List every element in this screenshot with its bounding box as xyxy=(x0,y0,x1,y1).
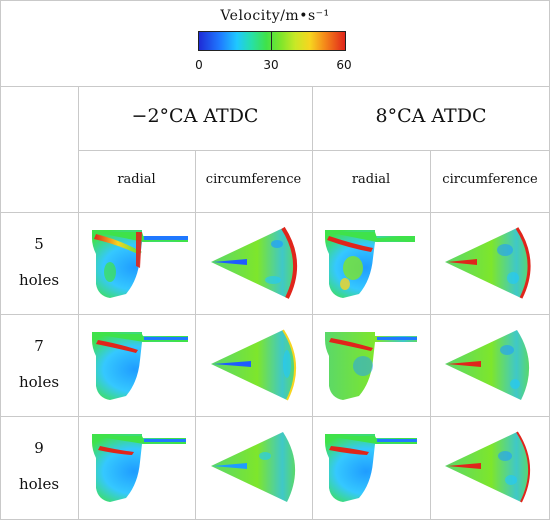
circumference-5holes-minus2 xyxy=(211,226,298,299)
circumference-9holes-minus2 xyxy=(211,432,296,502)
circumference-7holes-minus2 xyxy=(211,329,297,401)
row-label-unit: holes xyxy=(18,271,60,289)
header-8-ca: 8°CA ATDC xyxy=(375,105,487,127)
circumference-5holes-8ca xyxy=(445,227,531,299)
row-label-unit: holes xyxy=(18,373,60,391)
grid-line xyxy=(195,150,196,520)
row-label-number: 7 xyxy=(34,337,44,355)
radial-9holes-minus2 xyxy=(92,434,186,502)
grid-line xyxy=(0,519,550,520)
circumference-7holes-8ca xyxy=(445,330,530,400)
colorbar-mid-marker xyxy=(271,32,272,50)
radial-7holes-8ca xyxy=(325,332,417,400)
row-label-unit: holes xyxy=(18,475,60,493)
grid-line xyxy=(0,212,550,213)
colorbar xyxy=(198,31,346,51)
grid-line xyxy=(312,86,313,520)
grid-line xyxy=(0,416,550,417)
row-label-7-holes: 7 holes xyxy=(0,334,78,394)
colorbar-tick-0: 0 xyxy=(195,58,203,72)
header-minus2-ca: −2°CA ATDC xyxy=(131,105,259,127)
subheader-radial-1: radial xyxy=(117,172,156,187)
subheader-circumference-1: circumference xyxy=(205,172,302,187)
radial-5holes-minus2 xyxy=(92,230,188,298)
radial-9holes-8ca xyxy=(325,434,417,502)
grid-line xyxy=(78,150,550,151)
colorbar-tick-60: 60 xyxy=(336,58,352,72)
row-label-5-holes: 5 holes xyxy=(0,232,78,292)
grid-line xyxy=(78,86,79,520)
grid-line xyxy=(430,150,431,520)
radial-7holes-minus2 xyxy=(92,332,188,400)
subheader-radial-2: radial xyxy=(351,172,391,187)
circumference-9holes-8ca xyxy=(445,431,531,503)
subheader-circumference-2: circumference xyxy=(442,172,538,187)
row-label-9-holes: 9 holes xyxy=(0,436,78,496)
row-label-number: 5 xyxy=(34,235,44,253)
grid-line xyxy=(0,0,550,1)
colorbar-tick-30: 30 xyxy=(263,58,279,72)
row-label-number: 9 xyxy=(34,439,44,457)
grid-line xyxy=(0,314,550,315)
radial-5holes-8ca xyxy=(325,230,415,298)
grid-line xyxy=(0,0,1,520)
grid-line xyxy=(0,86,550,87)
colorbar-title: Velocity/m•s⁻¹ xyxy=(220,8,330,24)
